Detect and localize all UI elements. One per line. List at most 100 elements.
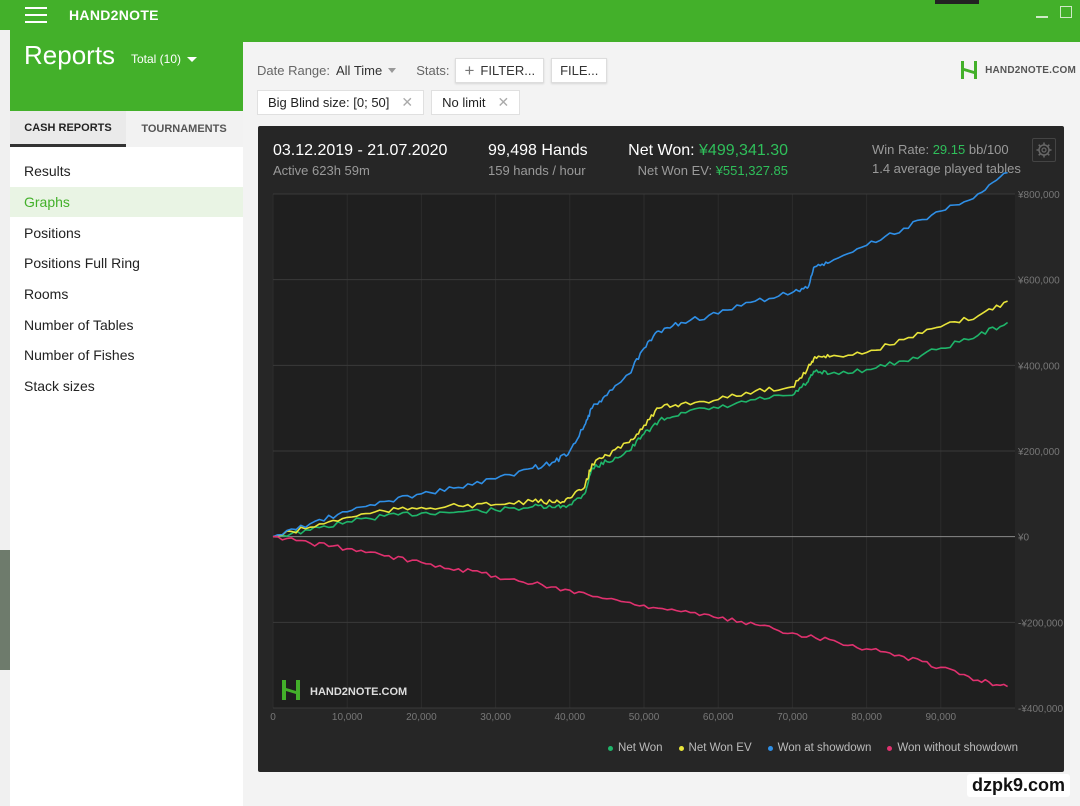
y-tick-label: ¥800,000 bbox=[1017, 190, 1060, 201]
net-won-ev-value: ¥551,327.85 bbox=[715, 163, 788, 178]
title-bar: HAND2NOTE bbox=[0, 0, 1080, 30]
chart-logo: HAND2NOTE.COM bbox=[282, 680, 407, 700]
hands-per-hour: 159 hands / hour bbox=[488, 163, 586, 178]
series-line-3 bbox=[272, 171, 1008, 538]
active-filters: Big Blind size: [0; 50] ✕ No limit ✕ bbox=[257, 90, 521, 115]
series-line-1 bbox=[272, 321, 1009, 538]
total-dropdown[interactable]: Total (10) bbox=[131, 52, 198, 66]
menu-item-results[interactable]: Results bbox=[24, 163, 71, 180]
stats-label: Stats: bbox=[416, 63, 450, 78]
sidebar-header: Reports Total (10) bbox=[10, 30, 243, 116]
y-tick-label: ¥200,000 bbox=[1017, 447, 1060, 458]
minimize-icon[interactable] bbox=[1036, 16, 1048, 18]
legend-label: Net Won EV bbox=[688, 742, 752, 754]
legend-dot bbox=[767, 745, 773, 751]
brand-text: HAND2NOTE.COM bbox=[985, 64, 1076, 76]
total-label: Total (10) bbox=[131, 52, 182, 66]
net-won-ev-label: Net Won EV: bbox=[637, 163, 713, 178]
legend-net-won[interactable]: Net Won bbox=[608, 742, 663, 754]
maximize-icon[interactable] bbox=[1060, 6, 1072, 18]
filter-chip-label: No limit bbox=[442, 95, 486, 110]
net-won-label: Net Won: bbox=[628, 142, 695, 159]
main-content: Date Range: All Time Stats: + FILTER... … bbox=[243, 30, 1080, 806]
menu-item-number-of-tables[interactable]: Number of Tables bbox=[24, 316, 134, 333]
brand-logo: HAND2NOTE.COM bbox=[959, 60, 1076, 80]
legend-dot bbox=[887, 745, 893, 751]
x-tick-label: 90,000 bbox=[926, 712, 957, 723]
close-icon[interactable]: ✕ bbox=[497, 94, 510, 110]
chart-legend: Net Won Net Won EV Won at showdown Won w… bbox=[258, 742, 1018, 754]
menu-item-graphs[interactable]: Graphs bbox=[10, 186, 243, 218]
file-button[interactable]: FILE... bbox=[551, 58, 608, 83]
report-menu: Results Graphs Positions Positions Full … bbox=[10, 156, 243, 402]
menu-item-stack-sizes[interactable]: Stack sizes bbox=[24, 378, 95, 395]
background-window-edge bbox=[0, 30, 10, 806]
tab-cash-reports[interactable]: CASH REPORTS bbox=[10, 111, 126, 147]
menu-item-rooms[interactable]: Rooms bbox=[24, 286, 69, 303]
legend-label: Won without showdown bbox=[897, 742, 1018, 754]
net-won-chart: 0 10,000 20,000 30,000 40,000 50,000 60,000 70,… bbox=[270, 171, 1063, 723]
x-tick-label: 60,000 bbox=[703, 712, 734, 723]
x-tick-label: 20,000 bbox=[406, 712, 437, 723]
header-band bbox=[243, 30, 1080, 42]
tab-tournaments[interactable]: TOURNAMENTS bbox=[141, 123, 227, 135]
date-range-dropdown[interactable]: All Time bbox=[336, 63, 397, 78]
menu-icon[interactable] bbox=[25, 7, 47, 23]
chart-logo-text: HAND2NOTE.COM bbox=[310, 686, 407, 698]
filter-button-label: FILTER... bbox=[480, 63, 536, 78]
x-tick-label: 80,000 bbox=[851, 712, 882, 723]
active-time: Active 623h 59m bbox=[273, 163, 370, 178]
hand2note-logo-icon bbox=[961, 61, 978, 79]
hands-count: 99,498 Hands bbox=[488, 142, 588, 159]
win-rate-value: 29.15 bbox=[932, 142, 966, 157]
filter-chip-label: Big Blind size: [0; 50] bbox=[268, 95, 390, 110]
menu-item-positions-full-ring[interactable]: Positions Full Ring bbox=[24, 255, 140, 272]
x-tick-label: 30,000 bbox=[480, 712, 511, 723]
menu-item-number-of-fishes[interactable]: Number of Fishes bbox=[24, 347, 135, 364]
y-tick-label: -¥400,000 bbox=[1018, 704, 1063, 715]
graph-panel: 03.12.2019 - 21.07.2020 Active 623h 59m … bbox=[258, 126, 1064, 772]
series-line-4 bbox=[272, 535, 1009, 688]
sidebar: Reports Total (10) CASH REPORTS TOURNAME… bbox=[10, 30, 243, 806]
filter-bar: Date Range: All Time Stats: + FILTER... … bbox=[257, 58, 614, 83]
chevron-down-icon bbox=[388, 68, 397, 73]
x-tick-label: 10,000 bbox=[332, 712, 363, 723]
date-range-value: All Time bbox=[336, 63, 383, 78]
filter-button[interactable]: + FILTER... bbox=[455, 58, 545, 83]
filter-chip-no-limit: No limit ✕ bbox=[431, 90, 521, 115]
plus-icon: + bbox=[464, 61, 475, 80]
y-tick-label: ¥400,000 bbox=[1017, 361, 1060, 372]
x-tick-label: 70,000 bbox=[777, 712, 808, 723]
report-tabs: CASH REPORTS TOURNAMENTS bbox=[10, 111, 243, 147]
menu-item-positions[interactable]: Positions bbox=[24, 224, 81, 241]
y-tick-label: ¥0 bbox=[1017, 533, 1030, 544]
date-range-label: Date Range: bbox=[257, 63, 330, 78]
watermark-text: dzpk9.com bbox=[967, 774, 1071, 797]
app-title: HAND2NOTE bbox=[69, 7, 159, 23]
win-rate-unit: bb/100 bbox=[968, 142, 1009, 157]
chevron-down-icon bbox=[187, 56, 198, 62]
legend-won-without-showdown[interactable]: Won without showdown bbox=[887, 742, 1018, 754]
y-tick-label: ¥600,000 bbox=[1017, 276, 1060, 287]
series-line-2 bbox=[272, 300, 1008, 538]
x-tick-label: 50,000 bbox=[629, 712, 660, 723]
legend-dot bbox=[678, 745, 684, 751]
net-won-value: ¥499,341.30 bbox=[699, 142, 788, 159]
date-range-summary: 03.12.2019 - 21.07.2020 bbox=[273, 142, 448, 159]
x-tick-label: 0 bbox=[270, 712, 276, 723]
gear-icon[interactable] bbox=[1032, 138, 1056, 162]
titlebar-divider bbox=[935, 0, 979, 4]
legend-won-at-showdown[interactable]: Won at showdown bbox=[767, 742, 872, 754]
file-button-label: FILE... bbox=[560, 63, 599, 78]
x-tick-label: 40,000 bbox=[555, 712, 586, 723]
legend-dot bbox=[608, 745, 614, 751]
close-icon[interactable]: ✕ bbox=[401, 94, 414, 110]
y-tick-label: -¥200,000 bbox=[1018, 618, 1063, 629]
filter-chip-big-blind: Big Blind size: [0; 50] ✕ bbox=[257, 90, 425, 115]
legend-net-won-ev[interactable]: Net Won EV bbox=[678, 742, 752, 754]
legend-label: Won at showdown bbox=[777, 742, 872, 754]
win-rate-label: Win Rate: bbox=[872, 142, 930, 157]
page-title: Reports bbox=[24, 40, 116, 70]
average-tables: 1.4 average played tables bbox=[872, 161, 1021, 176]
legend-label: Net Won bbox=[618, 742, 663, 754]
